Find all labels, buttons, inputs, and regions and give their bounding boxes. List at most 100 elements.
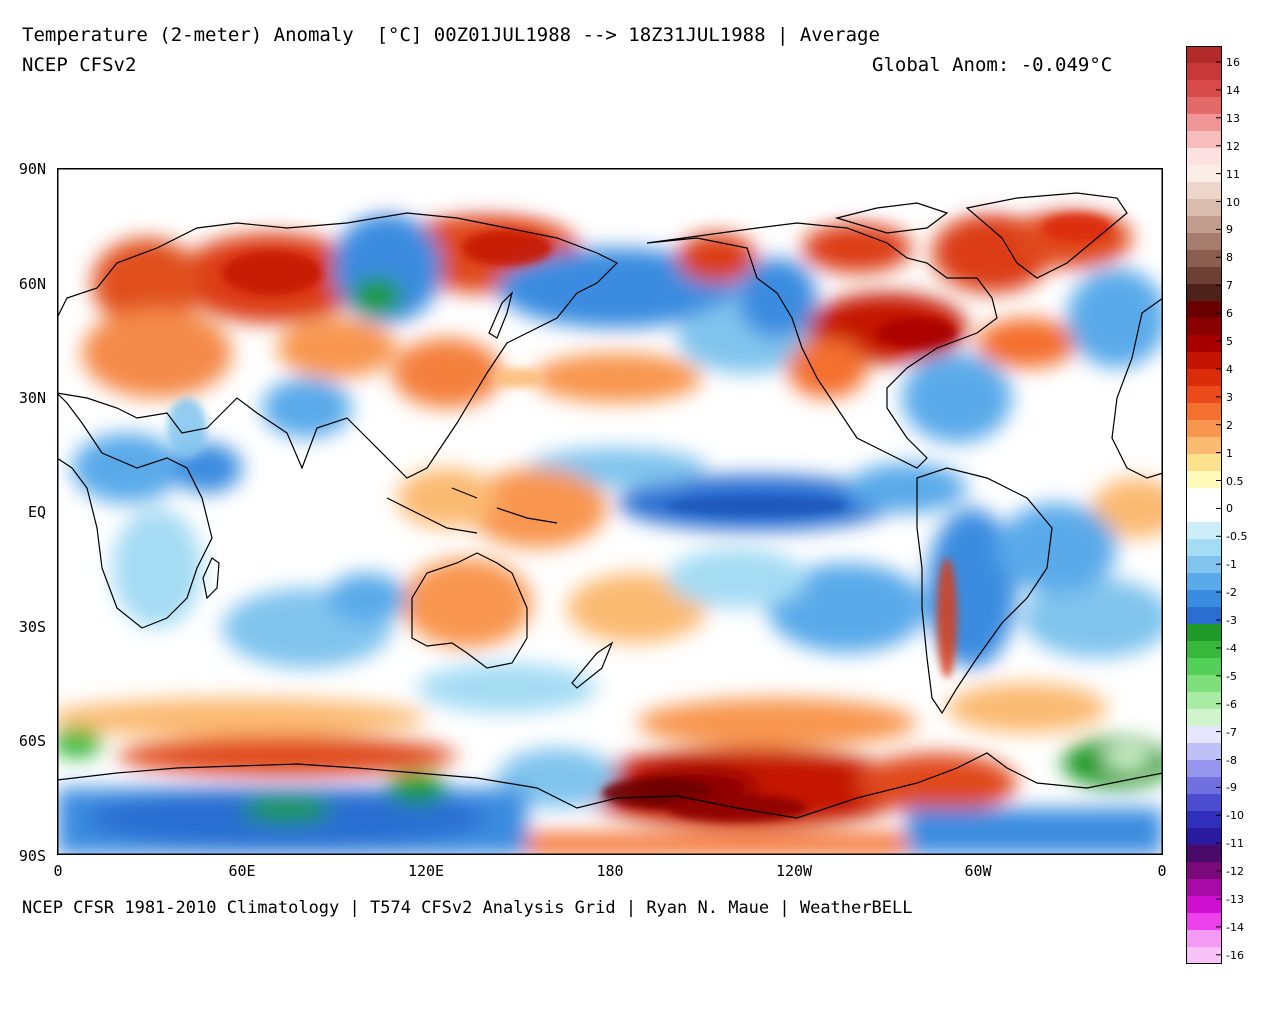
colorbar-swatch [1186, 403, 1222, 421]
colorbar-swatch [1186, 794, 1222, 812]
colorbar-swatch [1186, 624, 1222, 642]
footer-credits: NCEP CFSR 1981-2010 Climatology | T574 C… [22, 898, 913, 918]
colorbar-label: 16 [1226, 56, 1240, 69]
colorbar-swatch [1186, 199, 1222, 217]
colorbar-label: 6 [1226, 307, 1233, 321]
colorbar-label: -12 [1226, 865, 1244, 879]
lat-label: 60S [18, 732, 46, 750]
colorbar-swatch [1186, 301, 1222, 319]
colorbar-swatch [1186, 556, 1222, 574]
lon-label: 180 [596, 862, 624, 880]
map-frame [57, 168, 1163, 855]
model-name: NCEP CFSv2 [22, 54, 137, 76]
colorbar-swatch [1186, 828, 1222, 846]
colorbar-label: 0 [1226, 502, 1233, 516]
colorbar-swatch [1186, 862, 1222, 880]
colorbar-swatch [1186, 573, 1222, 591]
colorbar-swatch [1186, 947, 1222, 964]
lon-label: 0 [1157, 862, 1167, 880]
colorbar-swatch [1186, 913, 1222, 931]
colorbar-swatch [1186, 658, 1222, 676]
lat-label: EQ [27, 503, 46, 521]
colorbar-swatch [1186, 97, 1222, 115]
colorbar-swatch [1186, 743, 1222, 761]
colorbar-swatch [1186, 148, 1222, 166]
colorbar-swatch [1186, 233, 1222, 251]
colorbar-swatch [1186, 760, 1222, 778]
colorbar-swatch [1186, 284, 1222, 302]
colorbar-label: -14 [1226, 920, 1244, 934]
colorbar-label: -10 [1226, 809, 1244, 823]
colorbar-swatch [1186, 811, 1222, 829]
colorbar-swatch [1186, 641, 1222, 659]
colorbar-label: 13 [1226, 111, 1240, 125]
colorbar [1186, 46, 1222, 964]
colorbar-swatch [1186, 46, 1222, 64]
colorbar-swatch [1186, 454, 1222, 472]
colorbar-label: 0.5 [1226, 474, 1244, 488]
colorbar-label: -3 [1226, 614, 1237, 627]
colorbar-swatch [1186, 896, 1222, 914]
colorbar-swatch [1186, 539, 1222, 557]
lat-label: 90S [18, 847, 46, 865]
lon-label: 0 [53, 862, 63, 880]
colorbar-label: -9 [1226, 781, 1237, 795]
lon-label: 120W [775, 862, 813, 880]
colorbar-label: 5 [1226, 335, 1233, 348]
colorbar-label: 10 [1226, 195, 1240, 209]
colorbar-swatch [1186, 675, 1222, 693]
colorbar-label: -2 [1226, 586, 1237, 600]
colorbar-swatch [1186, 590, 1222, 608]
colorbar-swatch [1186, 420, 1222, 438]
colorbar-label: -13 [1226, 893, 1244, 906]
lat-label: 90N [18, 160, 46, 178]
colorbar-frame [1186, 46, 1222, 964]
colorbar-swatch [1186, 386, 1222, 404]
map-title: Temperature (2-meter) Anomaly [°C] 00Z01… [22, 24, 880, 46]
colorbar-label: 14 [1226, 83, 1240, 97]
colorbar-label: -11 [1226, 837, 1244, 851]
colorbar-label: 8 [1226, 251, 1233, 265]
colorbar-swatch [1186, 692, 1222, 710]
colorbar-label: -6 [1226, 697, 1237, 711]
colorbar-swatch [1186, 522, 1222, 540]
lon-label: 60W [964, 862, 992, 880]
anomaly-map [57, 168, 1163, 855]
colorbar-swatch [1186, 879, 1222, 897]
anomaly-detail [167, 214, 1112, 822]
colorbar-label: 3 [1226, 390, 1233, 404]
colorbar-swatch [1186, 63, 1222, 81]
colorbar-swatch [1186, 437, 1222, 455]
colorbar-swatch [1186, 335, 1222, 353]
colorbar-swatch [1186, 352, 1222, 370]
global-anomaly-value: Global Anom: -0.049°C [872, 54, 1113, 76]
lat-label: 30N [18, 389, 46, 407]
colorbar-swatch [1186, 726, 1222, 744]
colorbar-label: -5 [1226, 669, 1237, 683]
colorbar-label: 1 [1226, 446, 1233, 460]
colorbar-swatch [1186, 114, 1222, 132]
colorbar-swatch [1186, 165, 1222, 183]
colorbar-swatch [1186, 930, 1222, 948]
colorbar-swatch [1186, 250, 1222, 268]
colorbar-swatch [1186, 709, 1222, 727]
colorbar-swatch [1186, 369, 1222, 387]
colorbar-label: -16 [1226, 948, 1244, 962]
colorbar-swatch [1186, 845, 1222, 863]
colorbar-label: 11 [1226, 167, 1240, 181]
colorbar-label: -1 [1226, 558, 1237, 572]
colorbar-label: 4 [1226, 362, 1233, 376]
colorbar-swatch [1186, 777, 1222, 795]
colorbar-label: 12 [1226, 139, 1240, 153]
colorbar-swatch [1186, 607, 1222, 625]
colorbar-swatch [1186, 216, 1222, 234]
colorbar-label: 9 [1226, 223, 1233, 237]
colorbar-label: -4 [1226, 641, 1237, 655]
colorbar-swatch [1186, 505, 1222, 523]
colorbar-swatch [1186, 80, 1222, 98]
colorbar-label: -7 [1226, 725, 1237, 739]
colorbar-label: 7 [1226, 279, 1233, 293]
lon-label: 60E [228, 862, 256, 880]
colorbar-swatch [1186, 488, 1222, 506]
lat-label: 30S [18, 618, 46, 636]
